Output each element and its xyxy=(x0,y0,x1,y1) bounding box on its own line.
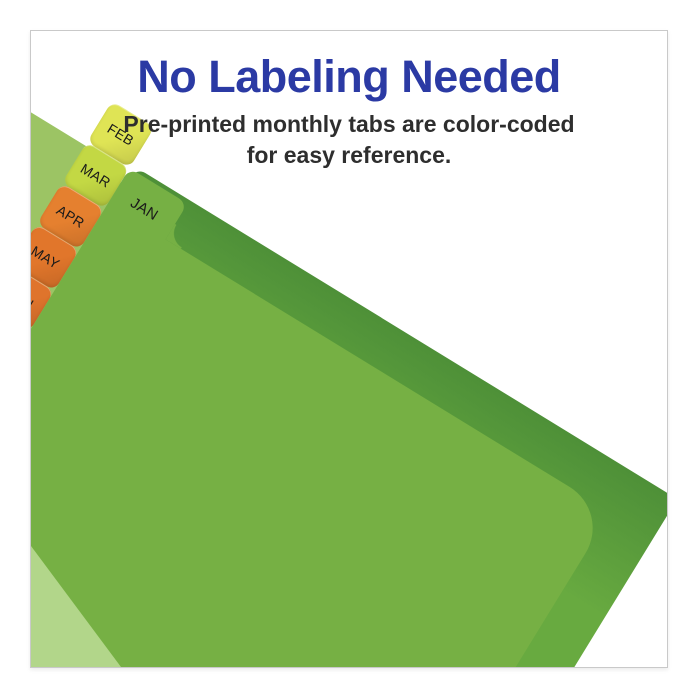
subtitle-line-2: for easy reference. xyxy=(246,142,452,169)
page-subtitle: Pre-printed monthly tabs are color-coded… xyxy=(31,109,667,172)
page-title: No Labeling Needed xyxy=(137,51,561,102)
photo-frame: No Labeling Needed Pre-printed monthly t… xyxy=(30,30,668,668)
tab-may-label: MAY xyxy=(30,242,63,273)
subtitle-line-1: Pre-printed monthly tabs are color-coded xyxy=(123,110,575,137)
heading-block: No Labeling Needed Pre-printed monthly t… xyxy=(31,31,667,172)
tab-jan-label: JAN xyxy=(127,193,162,224)
tab-jun-label: JUN xyxy=(30,284,37,313)
tab-apr-label: APR xyxy=(53,201,88,231)
